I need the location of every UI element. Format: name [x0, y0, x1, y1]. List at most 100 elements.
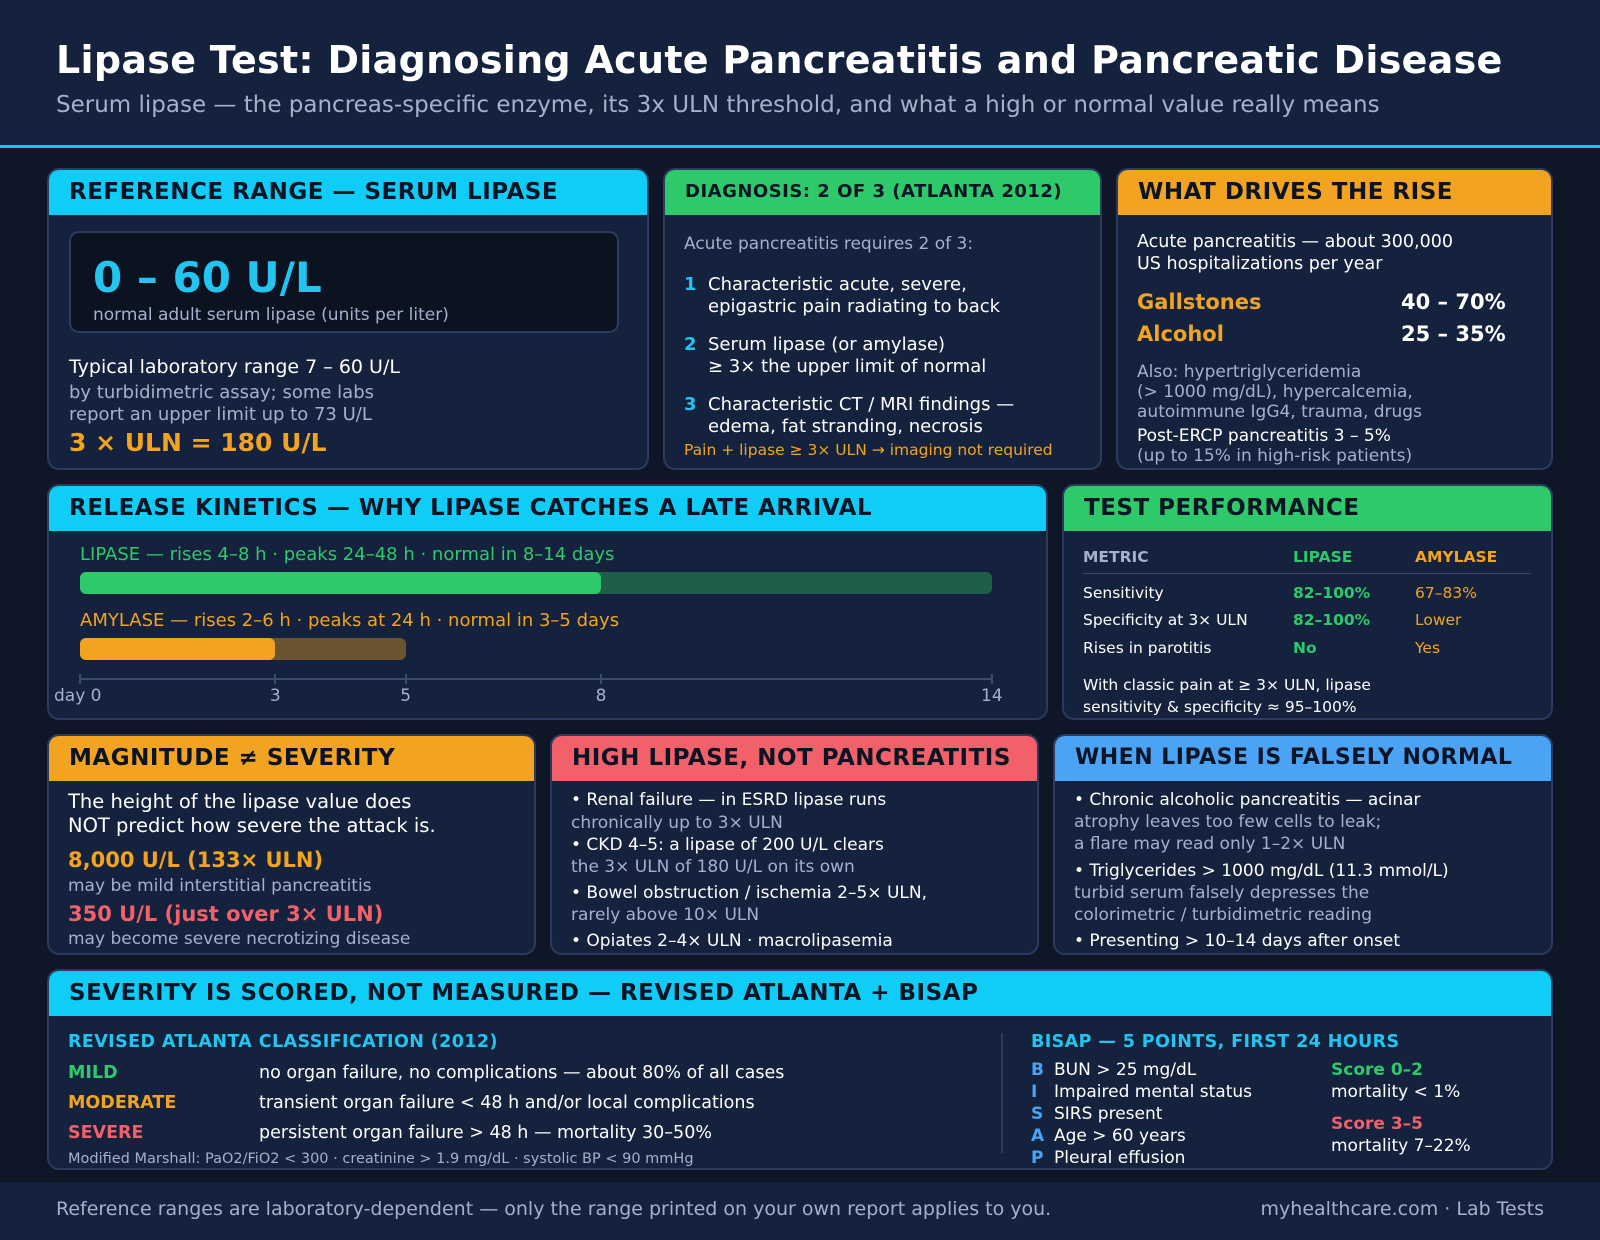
reference-range-value: 0 – 60 U/L: [93, 253, 322, 302]
criterion-text: Serum lipase (or amylase): [708, 334, 946, 355]
axis-tick-label: 3: [269, 686, 281, 706]
axis-tick: [79, 674, 81, 684]
diagnosis-intro: Acute pancreatitis requires 2 of 3:: [684, 234, 974, 254]
criterion-number: 1: [684, 274, 697, 295]
test-performance-card: TEST PERFORMANCE METRIC LIPASE AMYLASE S…: [1062, 484, 1553, 720]
metric-cell: Rises in parotitis: [1083, 639, 1212, 657]
reference-range-box: 0 – 60 U/L normal adult serum lipase (un…: [69, 231, 619, 333]
axis-tick: [600, 674, 603, 684]
bisap-letter: P: [1031, 1148, 1044, 1168]
severity-class-desc: no organ failure, no complications — abo…: [259, 1063, 785, 1083]
reference-range-card: REFERENCE RANGE — SERUM LIPASE 0 – 60 U/…: [47, 168, 649, 470]
falsely-normal-heading: WHEN LIPASE IS FALSELY NORMAL: [1055, 736, 1551, 781]
drivers-card: WHAT DRIVES THE RISE Acute pancreatitis …: [1116, 168, 1553, 470]
metric-cell: Sensitivity: [1083, 584, 1164, 602]
severity-divider: [1001, 1033, 1003, 1153]
magnitude-text-2: NOT predict how severe the attack is.: [68, 814, 436, 837]
lipase-series-label: LIPASE — rises 4–8 h · peaks 24–48 h · n…: [80, 544, 615, 565]
amylase-cell: Yes: [1415, 639, 1441, 657]
falsely-bullet: • Presenting > 10–14 days after onset: [1074, 931, 1401, 951]
high-bullet-detail: rarely above 10× ULN: [571, 905, 760, 925]
bisap-letter: I: [1031, 1082, 1038, 1102]
drivers-heading: WHAT DRIVES THE RISE: [1118, 170, 1551, 215]
amylase-series-label: AMYLASE — rises 2–6 h · peaks at 24 h · …: [80, 610, 620, 631]
bisap-title: BISAP — 5 POINTS, FIRST 24 HOURS: [1031, 1032, 1400, 1052]
high-lipase-card: HIGH LIPASE, NOT PANCREATITIS • Renal fa…: [550, 734, 1039, 955]
criterion-text: epigastric pain radiating to back: [708, 296, 1001, 317]
lipase-cell: 82–100%: [1293, 611, 1371, 629]
high-bullet-detail: the 3× ULN of 180 U/L on its own: [571, 857, 855, 877]
amylase-cell: 67–83%: [1415, 584, 1477, 602]
assay-note-1: by turbidimetric assay; some labs: [69, 382, 375, 403]
column-header-amylase: AMYLASE: [1415, 548, 1498, 566]
table-header-divider: [1083, 573, 1531, 574]
column-header-metric: METRIC: [1083, 548, 1149, 566]
bisap-criterion: Age > 60 years: [1054, 1126, 1186, 1146]
metric-cell: Specificity at 3× ULN: [1083, 611, 1248, 629]
high-bullet: • Opiates 2–4× ULN · macrolipasemia: [571, 931, 893, 951]
footer-brand: myhealthcare.com · Lab Tests: [1260, 1198, 1544, 1220]
falsely-bullet: • Chronic alcoholic pancreatitis — acina…: [1074, 790, 1421, 810]
reference-range-heading: REFERENCE RANGE — SERUM LIPASE: [49, 170, 647, 215]
magnitude-text-1: The height of the lipase value does: [68, 790, 412, 813]
drivers-intro-2: US hospitalizations per year: [1137, 254, 1383, 274]
high-bullet-detail: chronically up to 3× ULN: [571, 813, 783, 833]
release-kinetics-card: RELEASE KINETICS — WHY LIPASE CATCHES A …: [47, 484, 1048, 720]
severity-heading: SEVERITY IS SCORED, NOT MEASURED — REVIS…: [49, 971, 1551, 1016]
axis-tick-label: 5: [400, 686, 412, 706]
lipase-cell: No: [1293, 639, 1317, 657]
example-high-note: may be mild interstitial pancreatitis: [68, 876, 372, 896]
criterion-number: 3: [684, 394, 697, 415]
footer-disclaimer: Reference ranges are laboratory-dependen…: [56, 1198, 1052, 1220]
page-subtitle: Serum lipase — the pancreas-specific enz…: [56, 92, 1380, 118]
also-causes-2: (> 1000 mg/dL), hypercalcemia,: [1137, 382, 1413, 402]
performance-heading: TEST PERFORMANCE: [1064, 486, 1551, 531]
bisap-score-low: Score 0–2: [1331, 1060, 1423, 1080]
bisap-criterion: Pleural effusion: [1054, 1148, 1186, 1168]
criterion-text: Characteristic acute, severe,: [708, 274, 967, 295]
criterion-number: 2: [684, 334, 697, 355]
criterion-text: ≥ 3× the upper limit of normal: [708, 356, 987, 377]
cause-value: 40 – 70%: [1401, 290, 1506, 314]
falsely-bullet-detail: atrophy leaves too few cells to leak;: [1074, 812, 1382, 832]
bisap-criterion: SIRS present: [1054, 1104, 1163, 1124]
lipase-elevated-bar: [80, 572, 602, 594]
page-header: Lipase Test: Diagnosing Acute Pancreatit…: [0, 0, 1600, 148]
performance-note-1: With classic pain at ≥ 3× ULN, lipase: [1083, 676, 1371, 694]
axis-tick: [991, 674, 993, 684]
bisap-letter: S: [1031, 1104, 1044, 1124]
magnitude-card: MAGNITUDE ≠ SEVERITY The height of the l…: [47, 734, 536, 955]
severity-class-desc: persistent organ failure > 48 h — mortal…: [259, 1123, 712, 1143]
drivers-intro-1: Acute pancreatitis — about 300,000: [1137, 232, 1454, 252]
bisap-letter: A: [1031, 1126, 1045, 1146]
axis-tick: [404, 674, 407, 684]
axis-tick-label: day 0: [54, 686, 102, 706]
example-low-value: 350 U/L (just over 3× ULN): [68, 902, 384, 926]
also-causes-1: Also: hypertriglyceridemia: [1137, 362, 1362, 382]
assay-note-2: report an upper limit up to 73 U/L: [69, 404, 372, 425]
criterion-text: edema, fat stranding, necrosis: [708, 416, 983, 437]
diagnosis-note: Pain + lipase ≥ 3× ULN → imaging not req…: [684, 441, 1053, 459]
axis-tick-label: 8: [595, 686, 607, 706]
uln-threshold: 3 × ULN = 180 U/L: [69, 428, 327, 457]
magnitude-heading: MAGNITUDE ≠ SEVERITY: [49, 736, 534, 781]
amylase-cell: Lower: [1415, 611, 1462, 629]
axis-tick-label: 14: [981, 686, 1003, 706]
diagnosis-card: DIAGNOSIS: 2 OF 3 (ATLANTA 2012) Acute p…: [663, 168, 1102, 470]
severity-class-desc: transient organ failure < 48 h and/or lo…: [259, 1093, 755, 1113]
cause-name: Gallstones: [1137, 290, 1262, 314]
severity-card: SEVERITY IS SCORED, NOT MEASURED — REVIS…: [47, 969, 1553, 1170]
bisap-letter: B: [1031, 1060, 1044, 1080]
also-causes-3: autoimmune IgG4, trauma, drugs: [1137, 402, 1422, 422]
column-header-lipase: LIPASE: [1293, 548, 1353, 566]
bisap-score-high-mortality: mortality 7–22%: [1331, 1136, 1471, 1156]
bisap-criterion: BUN > 25 mg/dL: [1054, 1060, 1197, 1080]
bisap-score-high: Score 3–5: [1331, 1114, 1423, 1134]
day-axis: [80, 678, 992, 680]
marshall-note: Modified Marshall: PaO2/FiO2 < 300 · cre…: [68, 1151, 694, 1167]
page-footer: Reference ranges are laboratory-dependen…: [0, 1182, 1600, 1240]
bisap-criterion: Impaired mental status: [1054, 1082, 1253, 1102]
falsely-bullet-detail: turbid serum falsely depresses the: [1074, 883, 1370, 903]
lipase-cell: 82–100%: [1293, 584, 1371, 602]
ercp-note-2: (up to 15% in high-risk patients): [1137, 446, 1413, 466]
